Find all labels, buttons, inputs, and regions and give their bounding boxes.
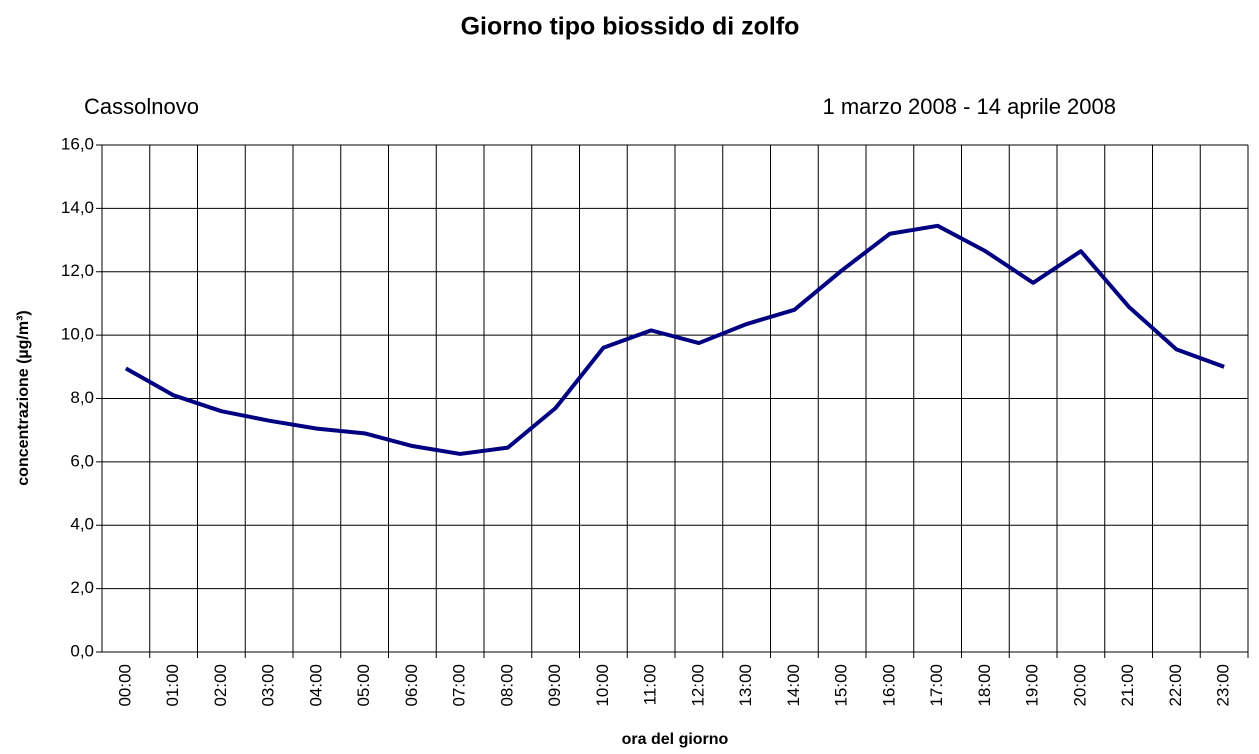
x-tick-label: 20:00 (1070, 664, 1089, 707)
subtitle-left: Cassolnovo (84, 94, 199, 119)
x-tick-label: 11:00 (641, 664, 660, 705)
x-tick-label: 23:00 (1214, 664, 1233, 707)
y-tick-label: 0,0 (70, 641, 94, 660)
data-line (124, 223, 1225, 456)
x-tick-label: 21:00 (1118, 664, 1137, 707)
y-tick-label: 8,0 (70, 388, 94, 407)
x-tick-label: 07:00 (450, 664, 469, 707)
y-tick-label: 4,0 (70, 515, 94, 534)
y-tick-label: 2,0 (70, 578, 94, 597)
y-tick-label: 6,0 (70, 451, 94, 470)
x-tick-label: 01:00 (163, 664, 182, 707)
x-tick-label: 00:00 (115, 664, 134, 707)
x-tick-label: 09:00 (545, 664, 564, 707)
y-tick-label: 14,0 (61, 198, 94, 217)
x-axis-label: ora del giorno (622, 731, 729, 748)
x-tick-label: 06:00 (402, 664, 421, 707)
x-tick-label: 22:00 (1166, 664, 1185, 707)
x-tick-label: 02:00 (211, 664, 230, 707)
x-tick-label: 04:00 (306, 664, 325, 707)
x-tick-label: 15:00 (832, 664, 851, 707)
y-tick-label: 16,0 (61, 134, 94, 153)
x-tick-label: 17:00 (927, 664, 946, 707)
y-tick-label: 12,0 (61, 261, 94, 280)
y-tick-label: 10,0 (61, 325, 94, 344)
x-tick-label: 13:00 (736, 664, 755, 707)
x-tick-label: 12:00 (688, 664, 707, 707)
y-axis-label: concentrazione (µg/m³) (15, 310, 32, 485)
x-tick-label: 18:00 (975, 664, 994, 707)
x-tick-label: 08:00 (497, 664, 516, 707)
x-tick-label: 14:00 (784, 664, 803, 707)
x-tick-label: 19:00 (1023, 664, 1042, 707)
x-tick-label: 16:00 (879, 664, 898, 707)
subtitle-right: 1 marzo 2008 - 14 aprile 2008 (822, 94, 1116, 119)
x-tick-label: 05:00 (354, 664, 373, 707)
x-tick-label: 10:00 (593, 664, 612, 707)
x-tick-label: 03:00 (259, 664, 278, 707)
chart-title: Giorno tipo biossido di zolfo (461, 13, 800, 41)
